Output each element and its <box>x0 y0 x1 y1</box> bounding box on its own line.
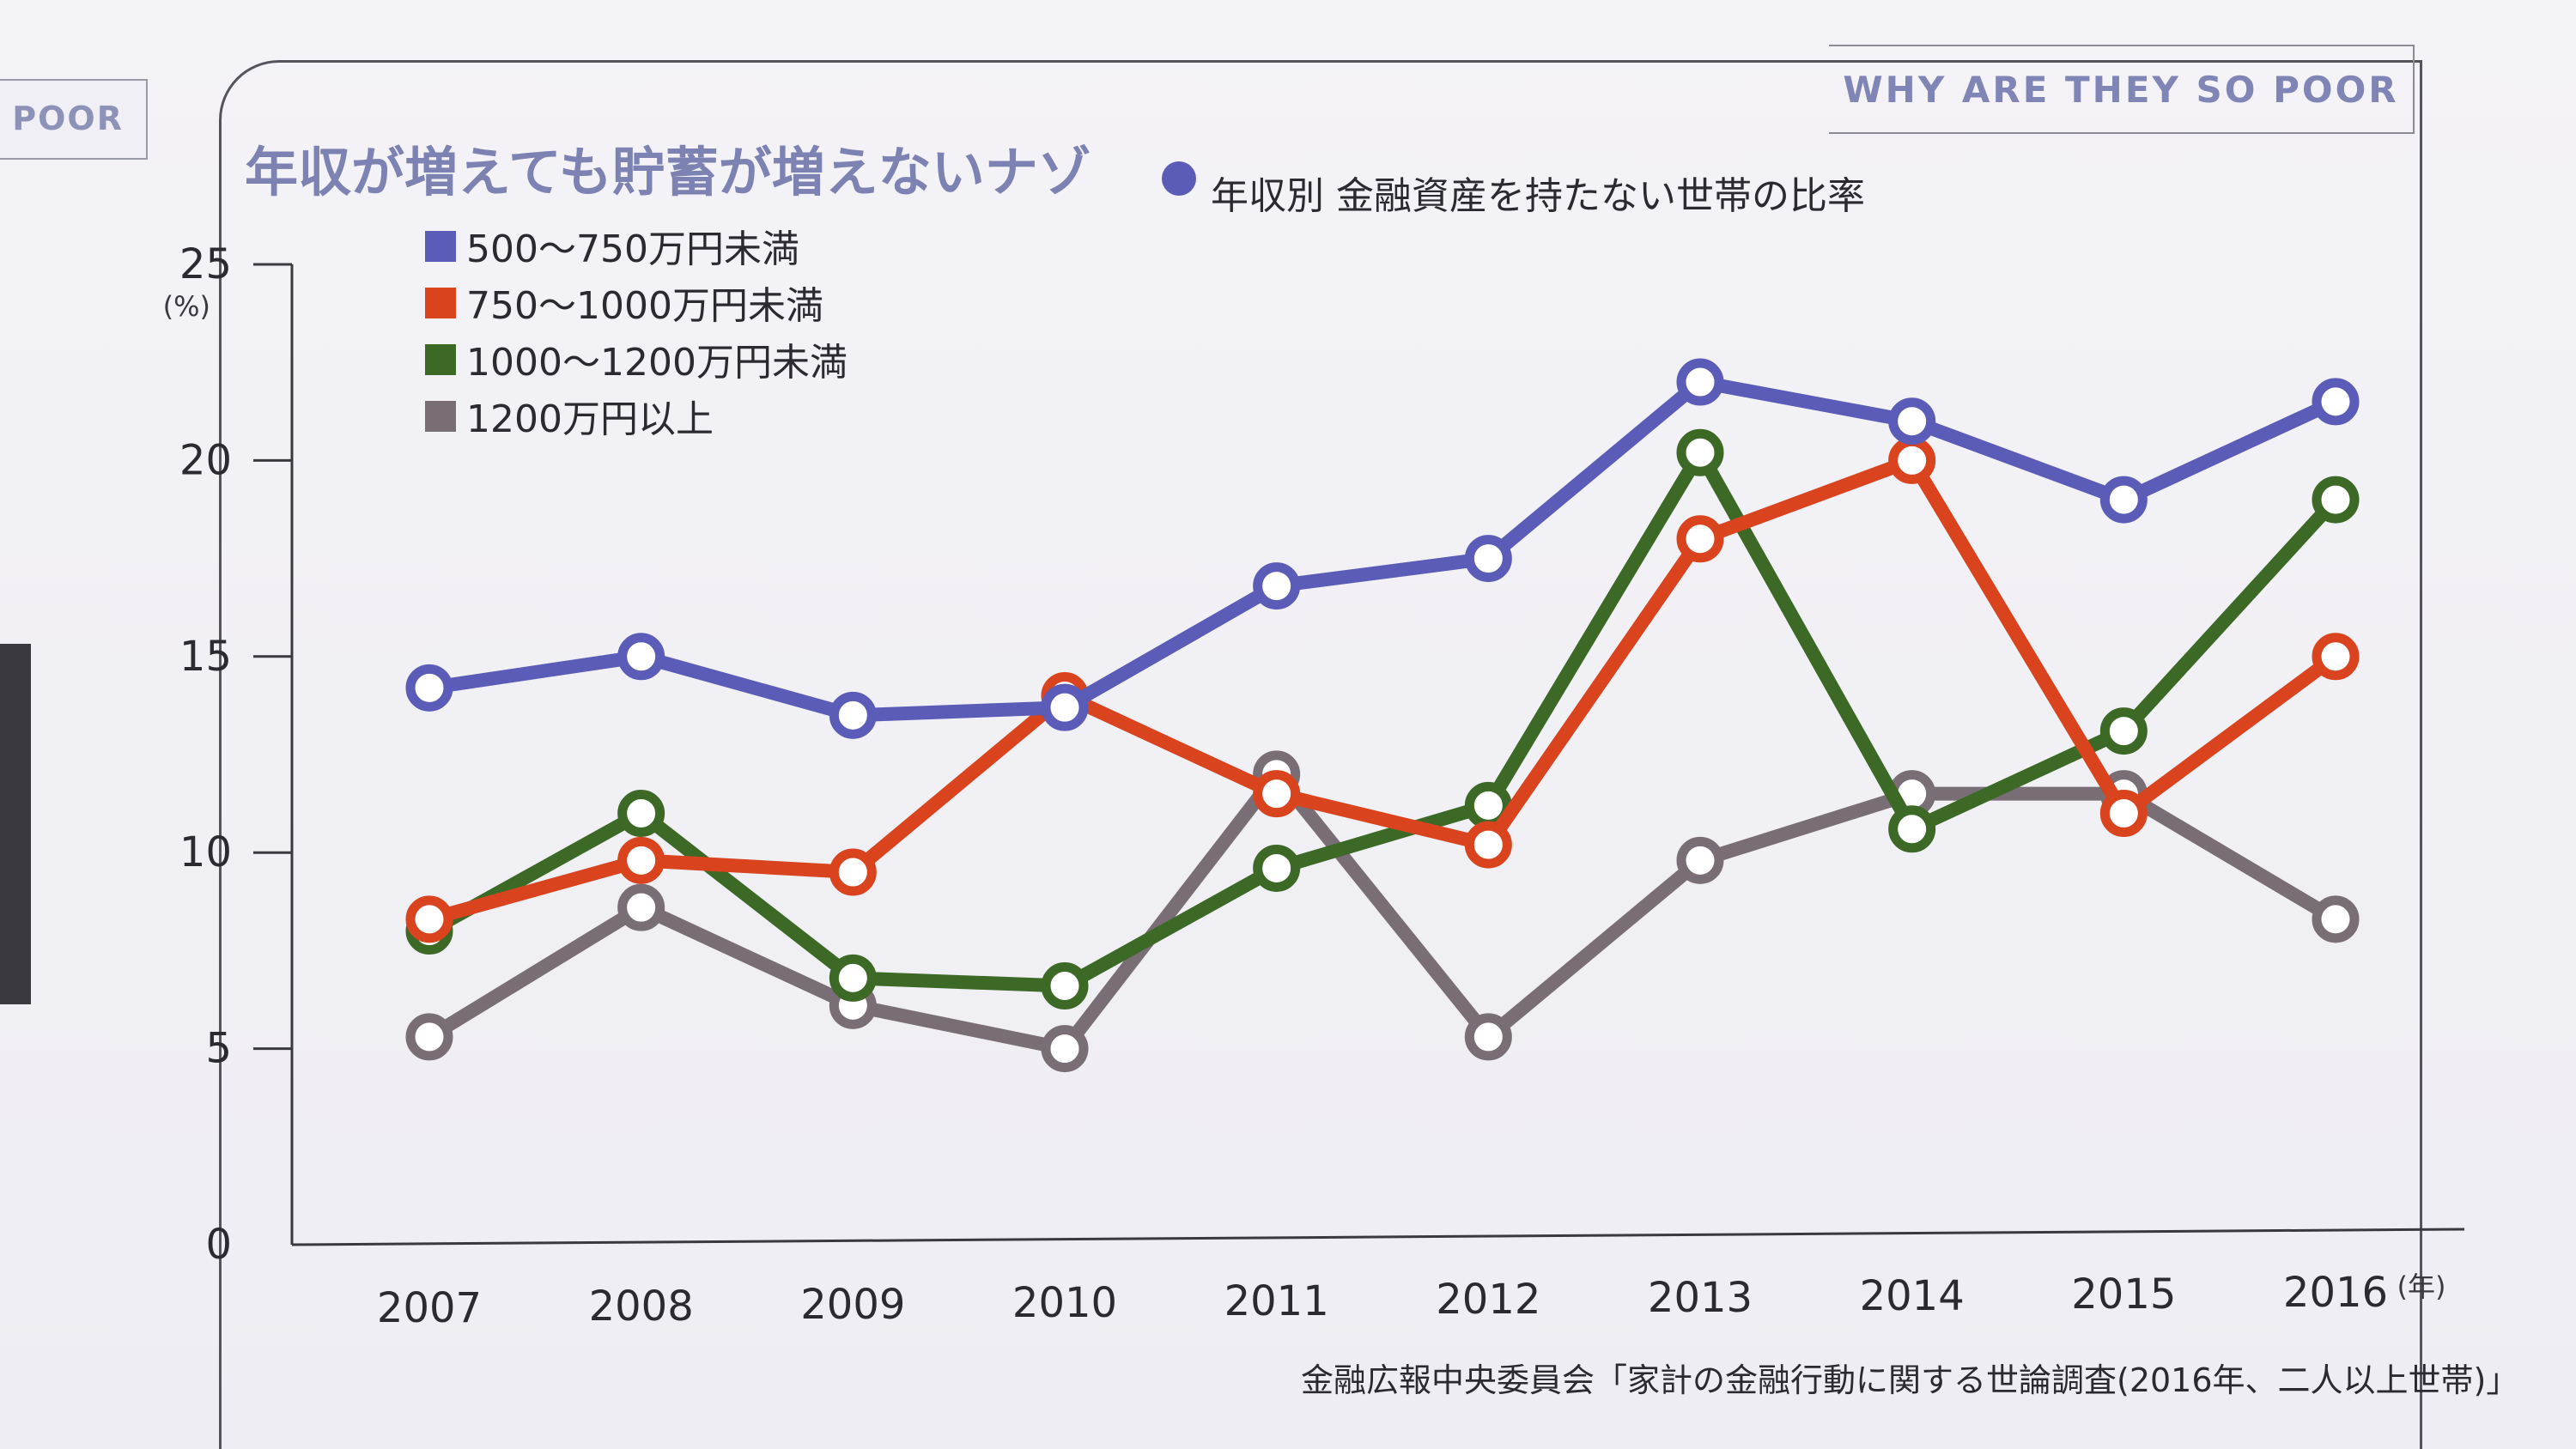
data-point <box>617 883 665 931</box>
chart-subtitle: 年収別 金融資産を持たない世帯の比率 <box>1211 174 1865 218</box>
y-axis-ticks: 0 5 10 15 20 25(%) <box>163 240 292 1269</box>
series-line <box>422 446 2342 993</box>
section-tag-label: WHY ARE THEY SO POOR <box>1843 68 2399 111</box>
x-axis-line <box>291 1228 2465 1246</box>
data-point <box>617 633 665 681</box>
x-tick-label: 2010 <box>1012 1279 1117 1327</box>
data-point <box>1464 821 1512 869</box>
data-point <box>1676 428 1724 476</box>
series-4 <box>405 750 2360 1073</box>
x-tick-label: 2016 <box>2283 1269 2388 1317</box>
data-point <box>1253 844 1301 892</box>
data-point <box>1676 358 1724 406</box>
data-point <box>2312 378 2360 426</box>
data-point <box>2312 895 2360 943</box>
data-point <box>1041 962 1089 1010</box>
y-axis-unit: (%) <box>163 290 210 323</box>
data-point <box>829 848 877 896</box>
data-point <box>1676 515 1724 563</box>
legend-label: 1000～1200万円未満 <box>466 341 848 385</box>
legend-label: 750～1000万円未満 <box>466 284 823 328</box>
data-point <box>1253 562 1301 610</box>
y-tick-label: 10 <box>179 828 232 876</box>
data-point <box>617 836 665 884</box>
legend-swatch <box>425 288 456 318</box>
previous-page-tab: POOR <box>0 79 148 160</box>
y-tick-label: 15 <box>179 633 232 681</box>
y-tick-label: 20 <box>179 436 232 484</box>
legend-swatch <box>425 401 456 432</box>
series-line <box>422 767 2342 1056</box>
x-tick-label: 2013 <box>1648 1274 1753 1322</box>
y-tick-label: 25 <box>179 240 232 288</box>
page-frame <box>219 60 2422 1449</box>
data-point <box>829 954 877 1002</box>
left-page-edge <box>0 644 31 1004</box>
data-point <box>1464 535 1512 583</box>
x-tick-label: 2012 <box>1436 1276 1540 1324</box>
previous-page-tab-label: POOR <box>12 100 124 137</box>
data-point <box>1888 805 1936 853</box>
data-point <box>2099 790 2148 838</box>
series-1 <box>405 358 2360 739</box>
page-title: 年収が増えても貯蓄が増えないナゾ <box>245 141 1091 203</box>
data-point <box>1041 683 1089 731</box>
series-layer <box>405 358 2360 1073</box>
legend-swatch <box>425 344 456 375</box>
y-tick-label: 5 <box>205 1025 232 1073</box>
data-point <box>2312 633 2360 681</box>
data-point <box>1888 397 1936 446</box>
legend-label: 500～750万円未満 <box>466 227 799 271</box>
x-tick-label: 2009 <box>800 1281 905 1329</box>
data-point <box>405 895 453 943</box>
x-tick-label: 2014 <box>1860 1272 1965 1320</box>
legend: 500～750万円未満 750～1000万円未満 1000～1200万円未満 1200… <box>425 227 848 441</box>
data-point <box>405 1013 453 1061</box>
data-point <box>1464 1013 1512 1061</box>
data-point <box>829 691 877 739</box>
data-point <box>2099 476 2148 524</box>
series-line <box>422 453 2342 926</box>
legend-label: 1200万円以上 <box>466 397 714 441</box>
x-tick-label: 2015 <box>2071 1270 2176 1319</box>
series-2 <box>405 436 2360 943</box>
x-tick-label: 2008 <box>589 1282 694 1331</box>
data-point <box>405 664 453 712</box>
data-point <box>1888 436 1936 484</box>
section-tag: WHY ARE THEY SO POOR <box>1829 45 2415 134</box>
legend-swatch <box>425 231 456 262</box>
x-tick-label: 2007 <box>377 1284 482 1332</box>
data-point <box>2099 707 2148 755</box>
bullet-dot-icon <box>1162 161 1196 196</box>
x-tick-label: 2011 <box>1224 1277 1329 1325</box>
chart-axes <box>290 264 2465 1246</box>
x-axis-unit: (年) <box>2397 1270 2446 1303</box>
data-point <box>1041 1025 1089 1073</box>
data-point <box>1253 770 1301 818</box>
data-point <box>1676 836 1724 884</box>
x-axis-labels: 2007 2008 2009 2010 2011 2012 2013 2014 2015 2016… <box>377 1269 2446 1332</box>
data-point <box>2312 476 2360 524</box>
source-citation: 金融広報中央委員会「家計の金融行動に関する世論調査(2016年、二人以上世帯)」 <box>1301 1361 2519 1399</box>
y-tick-label: 0 <box>205 1221 232 1269</box>
series-line <box>422 375 2342 723</box>
data-point <box>617 790 665 838</box>
